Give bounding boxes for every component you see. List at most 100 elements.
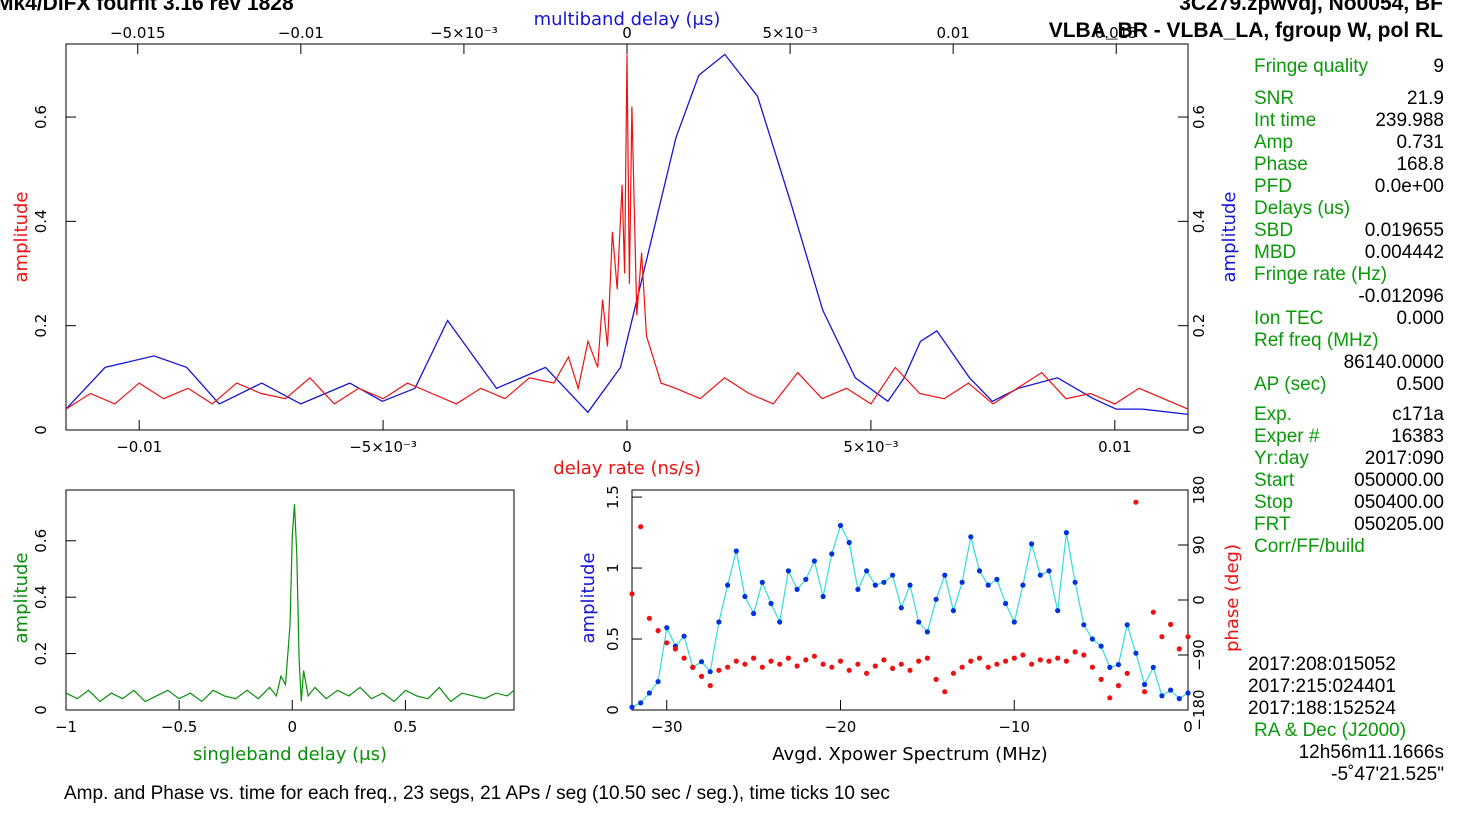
- param-row: Amp 0.731: [1254, 132, 1444, 154]
- xp-amp-point: [768, 600, 774, 607]
- xp-phase-point: [1133, 499, 1139, 505]
- param-row: Exper # 16383: [1254, 426, 1444, 448]
- singleband-frame: [65, 489, 515, 711]
- xp-amp-point: [820, 593, 826, 600]
- xp-amp-point: [638, 700, 644, 706]
- param-key: MBD: [1254, 242, 1297, 263]
- xp-amp-point: [837, 522, 844, 529]
- xp-phase-point: [733, 658, 739, 664]
- xp-phase-point: [1098, 676, 1104, 683]
- main-toptick-label: −0.01: [278, 24, 324, 42]
- param-value: 0.019655: [1364, 220, 1444, 241]
- radec-label: RA & Dec (J2000): [1254, 720, 1407, 741]
- footer-note: Amp. and Phase vs. time for each freq., …: [64, 783, 890, 804]
- xp-amp-point: [1011, 619, 1017, 625]
- sb-xtick-label: −0.5: [161, 718, 197, 736]
- param-key: Exper #: [1254, 426, 1320, 447]
- main-toptick-label: 5×10⁻³: [763, 24, 818, 42]
- param-key: SBD: [1254, 220, 1294, 241]
- param-row: Stop 050400.00: [1254, 492, 1444, 514]
- param-key: AP (sec): [1254, 374, 1327, 395]
- xp-amp-point: [698, 659, 705, 665]
- main-xtick-label: −0.01: [116, 438, 162, 456]
- sb-ytick-label: 0.4: [32, 585, 50, 609]
- param-key: Ref freq (MHz): [1254, 330, 1379, 351]
- main-xtick-label: 5×10⁻³: [843, 438, 898, 456]
- xp-amp-point: [994, 576, 1000, 583]
- xp-phase-point: [716, 667, 722, 673]
- param-key: Int time: [1254, 110, 1317, 131]
- param-key: Exp.: [1254, 404, 1293, 425]
- xp-phase-point: [942, 689, 948, 695]
- build-date-1: 2017:208:015052: [1248, 654, 1396, 675]
- main-ytick-label-right: 0: [1190, 425, 1208, 435]
- main-ytick-label: 0.4: [32, 209, 50, 233]
- param-row: SNR 21.9: [1254, 88, 1444, 110]
- xp-phase-point: [1055, 655, 1061, 661]
- xp-amp-point: [872, 582, 878, 588]
- xp-ytick-right-label: −90: [1190, 639, 1208, 671]
- xp-amp-point: [959, 579, 965, 585]
- xp-amp-point: [1098, 643, 1104, 649]
- xp-phase-point: [881, 657, 887, 663]
- xp-amp-point: [968, 534, 974, 540]
- header-right-line2: VLBA_BR - VLBA_LA, fgroup W, pol RL: [1049, 19, 1443, 42]
- xp-phase-point: [820, 661, 826, 667]
- xp-phase-point: [985, 664, 991, 670]
- xp-amp-point: [829, 551, 835, 557]
- param-value: 2017:090: [1364, 448, 1444, 469]
- xp-amp-point: [1029, 541, 1035, 547]
- xp-amp-point: [725, 582, 731, 588]
- xp-amp-point: [1115, 662, 1122, 668]
- xp-amp-point: [1072, 579, 1078, 585]
- xp-phase-point: [629, 591, 635, 597]
- xp-phase-point: [1124, 670, 1130, 676]
- xpower-xlabel: Avgd. Xpower Spectrum (MHz): [772, 744, 1047, 765]
- param-value: 16383: [1391, 426, 1444, 447]
- param-key: Stop: [1254, 492, 1294, 513]
- xp-phase-point: [794, 663, 800, 669]
- xp-amp-point: [1168, 687, 1174, 693]
- param-row: Corr/FF/build: [1254, 536, 1444, 558]
- xp-phase-point: [855, 661, 861, 667]
- param-value: 0.000: [1396, 308, 1444, 329]
- singleband-ylabel: amplitude: [11, 553, 32, 644]
- xp-amp-point: [811, 558, 818, 564]
- xp-amp-point: [916, 619, 922, 625]
- sb-xtick-label: 0.5: [393, 718, 417, 736]
- param-value: 050000.00: [1354, 470, 1444, 491]
- xp-amp-point: [1185, 690, 1191, 696]
- xp-amp-point: [646, 690, 653, 696]
- xp-phase-point: [916, 658, 922, 664]
- main-ytick-label: 0.2: [32, 314, 50, 338]
- main-xlabel: delay rate (ns/s): [553, 458, 700, 479]
- dec-value: -5˚47'21.525": [1331, 764, 1444, 785]
- xp-amp-point: [1020, 582, 1026, 588]
- main-toptick-label: 0.015: [1095, 24, 1138, 42]
- xp-amp-point: [707, 669, 713, 675]
- xp-amp-point: [950, 608, 957, 614]
- xp-phase-point: [898, 661, 904, 667]
- xp-amp-point: [629, 704, 635, 710]
- xp-phase-point: [1037, 657, 1043, 663]
- main-ylabel-right: amplitude: [1219, 192, 1240, 283]
- param-key: SNR: [1254, 88, 1295, 109]
- param-value: 9: [1433, 56, 1444, 77]
- xp-amp-point: [890, 572, 896, 578]
- top-axis-label: multiband delay (μs): [534, 9, 721, 30]
- xp-ytick-right-label: 0: [1190, 595, 1208, 605]
- main-ytick-label: 0.6: [32, 105, 50, 129]
- xp-amp-point: [1003, 600, 1009, 607]
- param-row: PFD 0.0e+00: [1254, 176, 1444, 198]
- xp-amp-point: [976, 568, 983, 574]
- xp-phase-point: [864, 670, 870, 676]
- xp-phase-point: [672, 646, 679, 652]
- main-xtick-label: 0.01: [1098, 438, 1131, 456]
- param-row: Int time 239.988: [1254, 110, 1444, 132]
- xp-phase-point: [1185, 634, 1191, 640]
- xp-amp-point: [1089, 636, 1095, 642]
- xp-amp-point: [846, 539, 852, 546]
- param-value: 050205.00: [1354, 514, 1444, 535]
- build-date-2: 2017:215:024401: [1248, 676, 1396, 697]
